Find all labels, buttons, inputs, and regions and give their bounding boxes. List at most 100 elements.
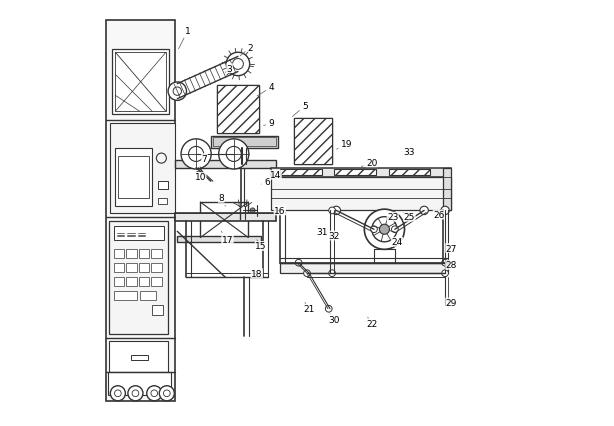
Bar xyxy=(151,263,162,272)
Text: 30: 30 xyxy=(328,314,340,324)
Bar xyxy=(213,138,276,147)
Text: 7: 7 xyxy=(201,154,209,163)
Bar xyxy=(280,169,322,176)
Text: 23: 23 xyxy=(387,213,398,222)
Bar xyxy=(217,86,259,134)
Bar xyxy=(271,178,451,211)
Text: 28: 28 xyxy=(446,261,457,270)
Text: 25: 25 xyxy=(403,213,415,222)
Text: 24: 24 xyxy=(391,238,403,247)
Text: 4: 4 xyxy=(257,83,274,97)
Bar xyxy=(139,263,149,272)
Text: 8: 8 xyxy=(219,194,225,207)
Bar xyxy=(139,249,149,259)
Text: 17: 17 xyxy=(221,232,233,245)
Bar xyxy=(118,157,149,199)
Circle shape xyxy=(420,207,429,215)
Bar xyxy=(271,168,451,178)
Text: 26: 26 xyxy=(433,210,445,219)
Text: 5: 5 xyxy=(292,102,308,117)
Circle shape xyxy=(325,306,332,312)
Circle shape xyxy=(441,207,449,215)
Bar xyxy=(158,181,168,190)
Circle shape xyxy=(181,140,211,170)
Text: 19: 19 xyxy=(336,140,352,150)
Text: 18: 18 xyxy=(251,269,263,278)
Text: 31: 31 xyxy=(316,227,327,236)
Bar xyxy=(108,371,171,394)
Text: 10: 10 xyxy=(195,173,211,182)
Circle shape xyxy=(128,386,143,401)
Text: 3: 3 xyxy=(225,64,233,73)
Bar xyxy=(443,168,451,211)
Circle shape xyxy=(364,210,405,250)
Text: 22: 22 xyxy=(366,317,378,328)
Bar xyxy=(139,291,157,301)
Circle shape xyxy=(392,226,398,233)
Circle shape xyxy=(379,225,389,235)
Bar xyxy=(389,169,430,176)
Circle shape xyxy=(168,83,187,101)
Bar xyxy=(114,148,152,207)
Bar xyxy=(109,222,168,334)
Bar xyxy=(175,161,276,168)
Bar xyxy=(295,119,332,165)
Circle shape xyxy=(111,386,125,401)
Circle shape xyxy=(371,226,377,233)
Text: 33: 33 xyxy=(404,148,415,157)
Circle shape xyxy=(332,207,341,215)
Bar xyxy=(106,21,175,401)
Bar xyxy=(114,249,124,259)
Text: 16: 16 xyxy=(270,207,286,216)
Bar xyxy=(139,277,149,286)
Text: 21: 21 xyxy=(303,303,315,314)
Bar xyxy=(114,227,164,240)
Bar xyxy=(280,263,448,273)
Circle shape xyxy=(328,270,335,277)
Bar xyxy=(152,305,163,315)
Circle shape xyxy=(226,53,250,77)
Circle shape xyxy=(159,386,174,401)
Circle shape xyxy=(295,260,302,266)
Circle shape xyxy=(219,140,249,170)
Circle shape xyxy=(372,217,397,242)
Bar xyxy=(217,86,259,134)
Circle shape xyxy=(441,270,448,277)
Bar xyxy=(295,119,332,165)
Bar xyxy=(175,214,276,222)
Bar xyxy=(111,123,175,213)
Bar xyxy=(200,202,249,238)
Circle shape xyxy=(304,270,310,277)
Bar xyxy=(112,50,169,115)
Bar xyxy=(211,137,278,148)
Text: 20: 20 xyxy=(362,158,378,167)
Text: 15: 15 xyxy=(255,240,266,251)
Text: 1: 1 xyxy=(179,27,190,50)
Circle shape xyxy=(328,207,335,214)
Text: 14: 14 xyxy=(265,171,281,181)
Circle shape xyxy=(250,208,255,213)
Text: 32: 32 xyxy=(328,231,340,240)
Bar xyxy=(114,291,137,301)
Text: 29: 29 xyxy=(446,298,457,307)
Bar xyxy=(115,53,166,112)
Circle shape xyxy=(441,260,448,266)
Bar xyxy=(126,249,137,259)
Bar xyxy=(151,249,162,259)
Text: 9: 9 xyxy=(263,119,274,128)
Bar xyxy=(151,277,162,286)
Bar xyxy=(237,216,249,223)
Bar xyxy=(114,277,124,286)
Text: 6: 6 xyxy=(262,177,270,186)
Bar xyxy=(109,342,168,371)
Circle shape xyxy=(188,147,204,162)
Bar xyxy=(131,355,148,360)
Bar xyxy=(334,169,376,176)
Text: 2: 2 xyxy=(240,43,254,57)
Bar xyxy=(126,263,137,272)
Circle shape xyxy=(238,206,247,216)
Circle shape xyxy=(147,386,162,401)
Bar xyxy=(114,263,124,272)
Bar xyxy=(126,277,137,286)
Circle shape xyxy=(226,147,241,162)
